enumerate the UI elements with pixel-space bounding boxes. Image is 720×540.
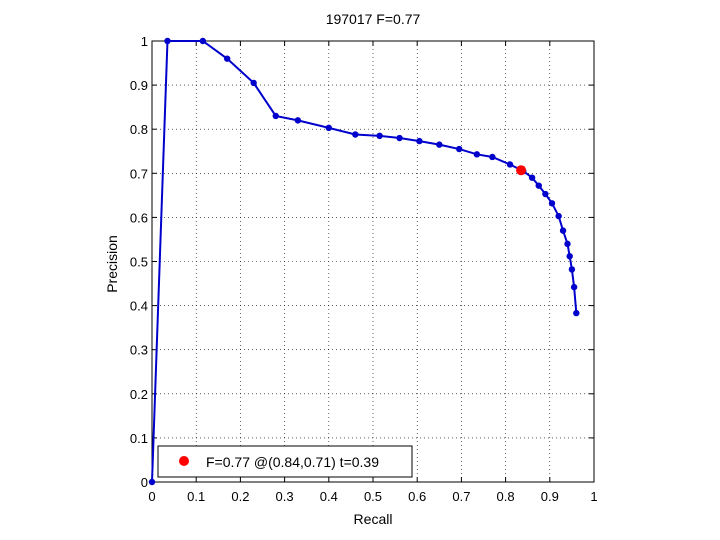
- pr-curve-point: [570, 283, 578, 291]
- pr-curve-point: [250, 79, 257, 87]
- chart-title: 197017 F=0.77: [326, 11, 421, 27]
- x-tick-label: 0.1: [187, 489, 205, 504]
- pr-curve-point: [199, 37, 207, 45]
- pr-curve-point: [416, 137, 423, 145]
- pr-curve-point: [489, 153, 496, 161]
- x-tick-label: 0.6: [408, 489, 426, 504]
- y-tick-label: 0.2: [130, 387, 148, 402]
- y-tick-label: 0.5: [130, 255, 148, 270]
- pr-curve-point: [566, 253, 573, 260]
- y-tick-label: 0: [141, 475, 148, 490]
- legend: F=0.77 @(0.84,0.71) t=0.39: [157, 445, 413, 478]
- x-axis-label: Recall: [354, 511, 393, 527]
- pr-curve-point: [272, 112, 279, 120]
- grid: [152, 41, 594, 482]
- pr-curve-point: [568, 266, 576, 273]
- x-tick-label: 0.5: [364, 489, 382, 504]
- legend-box: [157, 445, 413, 478]
- pr-curve-point: [535, 182, 542, 189]
- pr-curve-point: [555, 212, 562, 220]
- pr-curve-point: [352, 131, 359, 138]
- pr-curve-point: [164, 37, 171, 45]
- x-tick-label: 0.3: [276, 489, 294, 504]
- x-tick-label: 0: [148, 489, 155, 504]
- y-tick-label: 0.8: [130, 122, 148, 137]
- y-tick-label: 0.3: [130, 343, 148, 358]
- pr-curve-point: [455, 145, 463, 153]
- pr-curve-point: [573, 309, 580, 317]
- x-tick-label: 0.7: [452, 489, 470, 504]
- pr-curve-point: [528, 174, 536, 181]
- y-tick-label: 0.1: [130, 431, 148, 446]
- pr-curve-point: [548, 200, 556, 207]
- pr-curve-point: [396, 134, 403, 142]
- x-tick-label: 0.9: [541, 489, 559, 504]
- y-tick-label: 1: [141, 34, 148, 49]
- x-tick-labels: 0 0.1 0.2 0.3 0.4 0.5 0.6 0.7 0.8 0.9 1: [148, 489, 597, 504]
- x-tick-label: 0.4: [320, 489, 338, 504]
- pr-curve-point: [148, 478, 156, 486]
- pr-curve-point: [325, 124, 332, 132]
- pr-curve-point: [506, 161, 514, 168]
- pr-curve-point: [376, 132, 383, 140]
- pr-curve-point: [294, 117, 302, 124]
- y-tick-label: 0.6: [130, 210, 148, 225]
- pr-curve-point: [542, 190, 549, 198]
- y-tick-label: 0.9: [130, 78, 148, 93]
- pr-curve-point: [473, 151, 481, 158]
- y-axis-label: Precision: [104, 235, 120, 293]
- y-tick-label: 0.7: [130, 166, 148, 181]
- y-tick-label: 0.4: [130, 299, 148, 314]
- x-tick-label: 0.8: [497, 489, 515, 504]
- y-tick-labels: 0 0.1 0.2 0.3 0.4 0.5 0.6 0.7 0.8 0.9 1: [130, 34, 148, 490]
- best-f-point: [516, 165, 527, 176]
- pr-curve-point: [564, 240, 571, 248]
- x-tick-label: 0.2: [231, 489, 249, 504]
- series-layer: [148, 37, 580, 486]
- legend-text: F=0.77 @(0.84,0.71) t=0.39: [206, 454, 379, 470]
- pr-curve-point: [559, 227, 567, 234]
- pr-curve-point: [223, 55, 231, 62]
- pr-curve-point: [436, 141, 443, 148]
- x-tick-label: 1: [590, 489, 597, 504]
- legend-marker: [179, 456, 189, 466]
